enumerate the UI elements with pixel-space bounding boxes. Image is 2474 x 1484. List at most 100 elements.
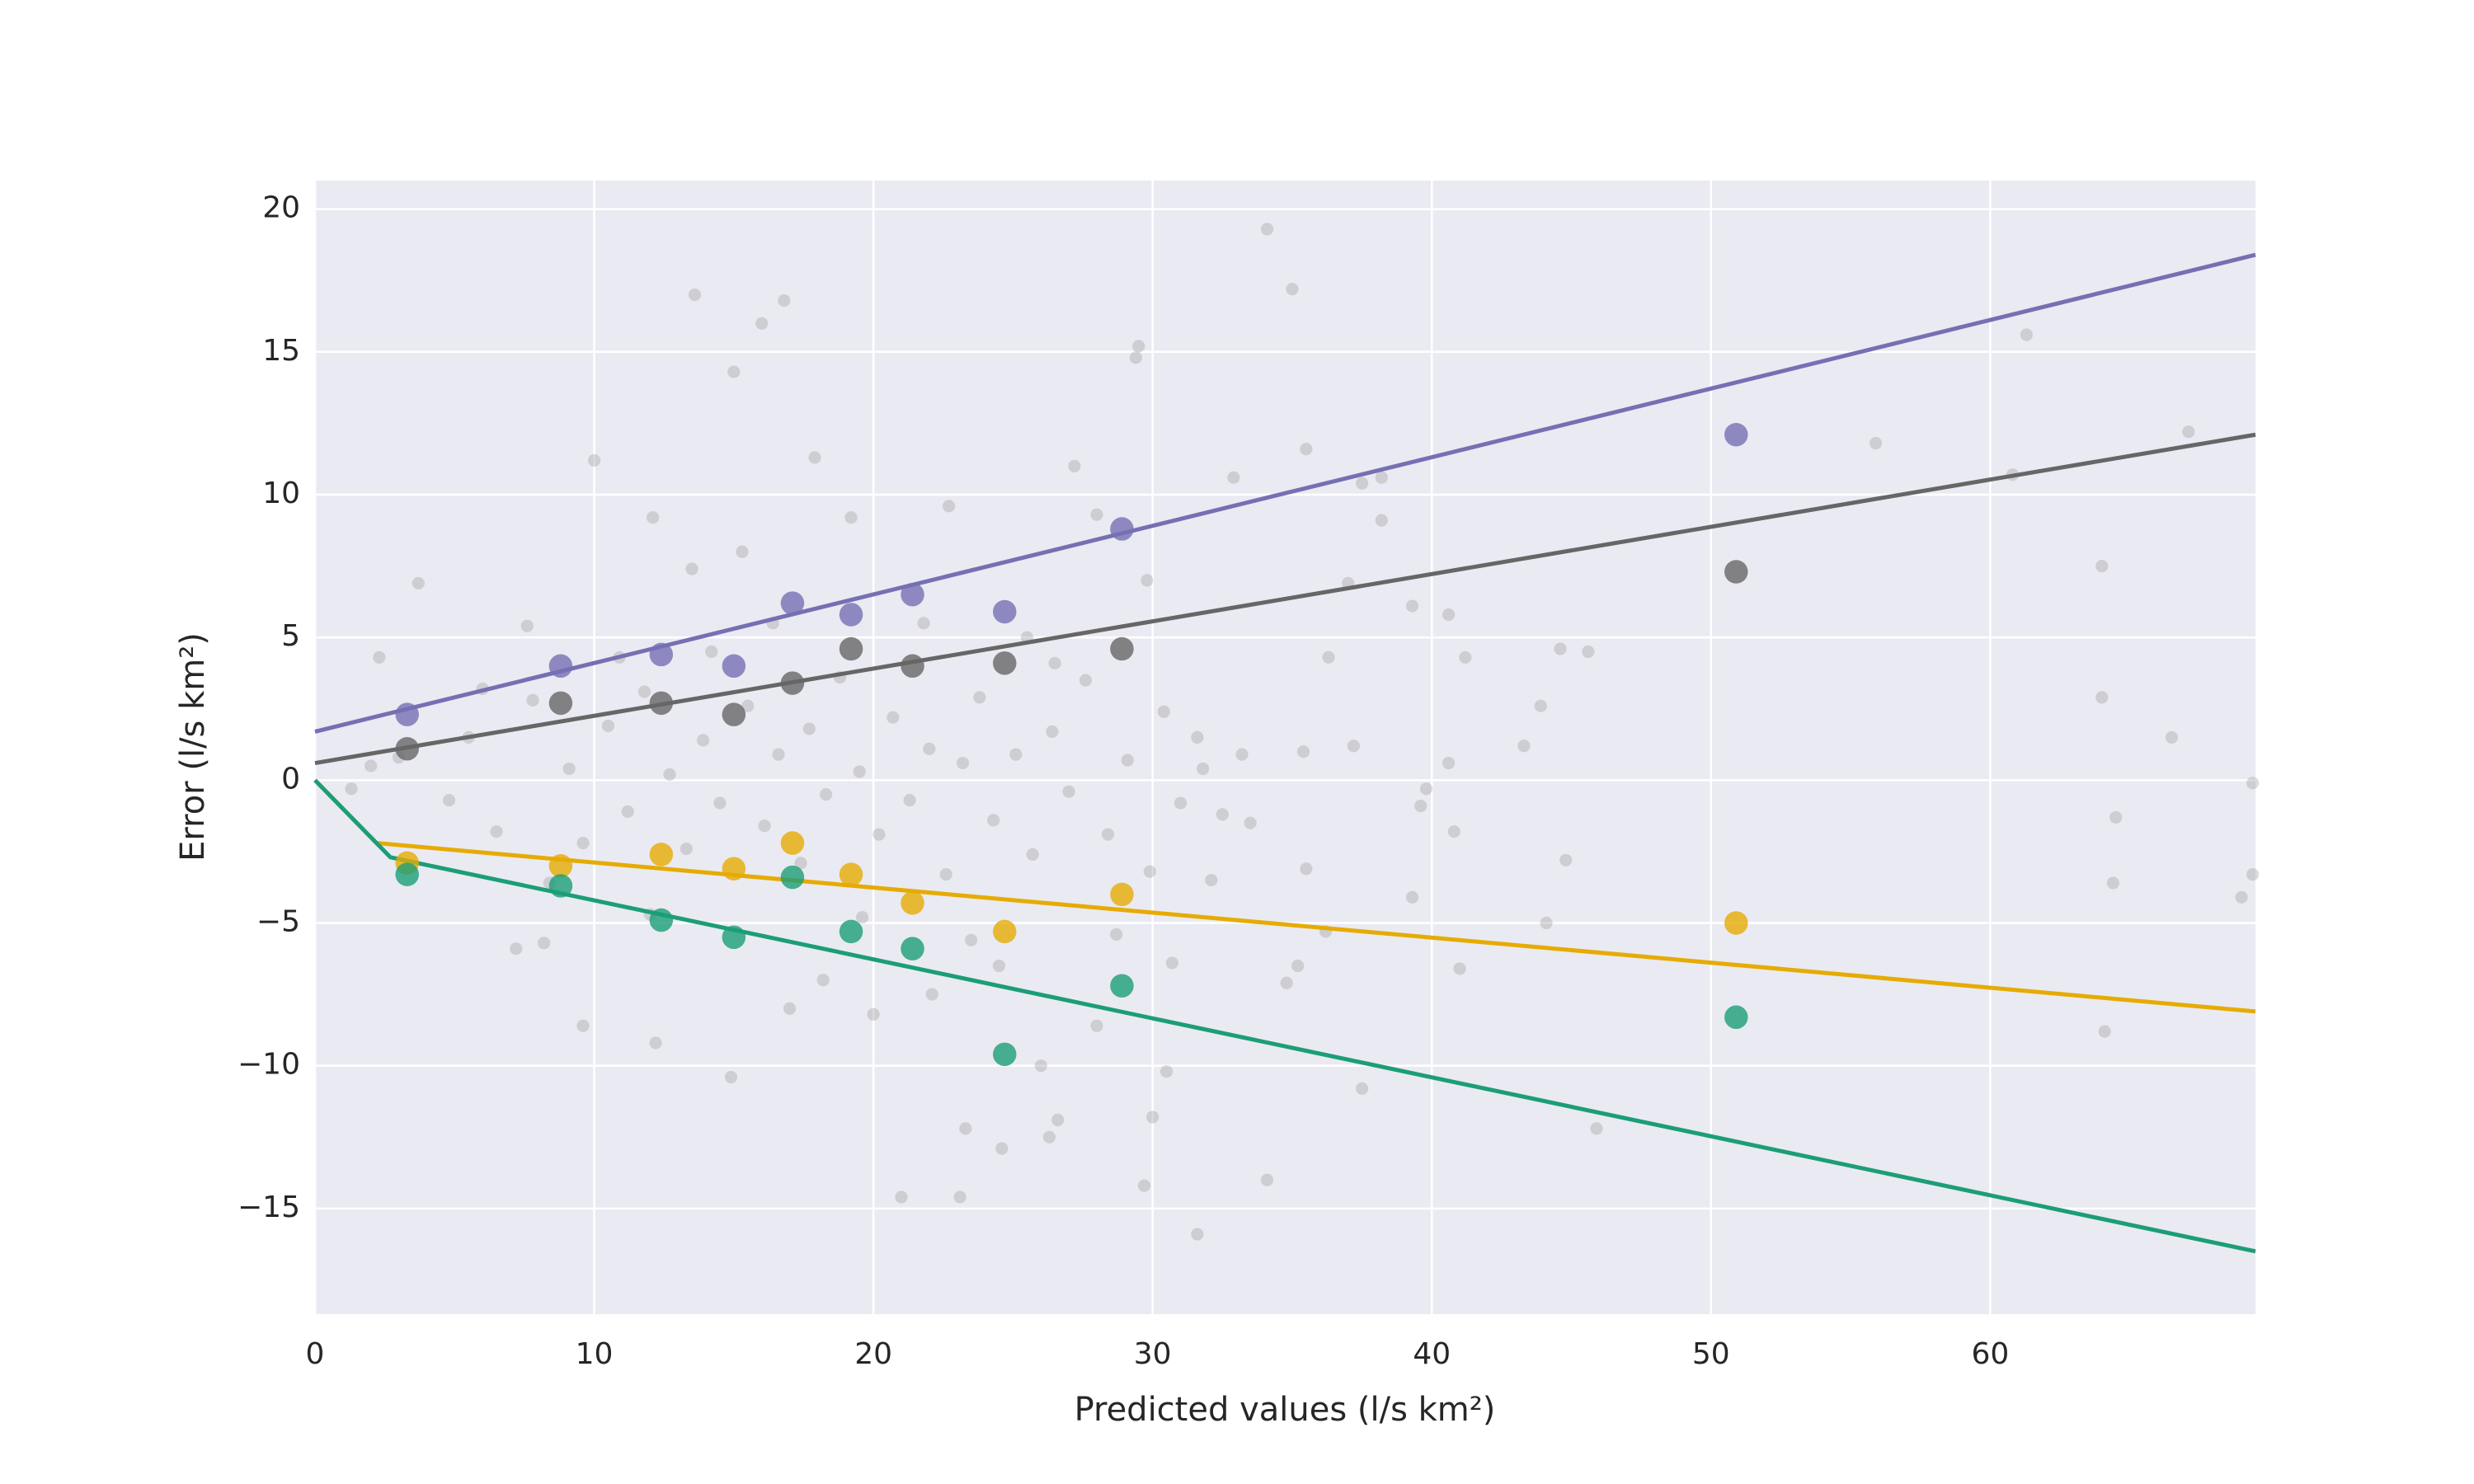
- point: [956, 756, 970, 770]
- point: [649, 908, 674, 932]
- point: [637, 685, 651, 698]
- point: [1300, 442, 1313, 456]
- point: [839, 919, 863, 944]
- point: [1132, 340, 1145, 353]
- point: [1419, 782, 1433, 796]
- point: [1101, 828, 1115, 841]
- point: [510, 942, 523, 956]
- point: [520, 619, 534, 632]
- point: [925, 988, 938, 1001]
- point: [1375, 471, 1388, 484]
- point: [808, 451, 821, 464]
- point: [1356, 1082, 1369, 1095]
- point: [1453, 962, 1466, 975]
- y-tick-label: 15: [262, 334, 300, 368]
- point: [2246, 777, 2260, 790]
- point: [705, 645, 718, 659]
- point: [901, 582, 924, 607]
- point: [736, 545, 749, 558]
- point: [1300, 862, 1313, 876]
- point: [1356, 477, 1369, 490]
- point: [587, 453, 601, 467]
- point: [345, 782, 358, 796]
- point: [663, 768, 676, 782]
- point: [1244, 816, 1257, 829]
- point: [973, 691, 986, 704]
- point: [1009, 748, 1023, 761]
- point: [1375, 514, 1388, 527]
- point: [1724, 560, 1748, 584]
- y-tick-label: −10: [238, 1048, 300, 1082]
- point: [816, 974, 830, 987]
- y-tick-label: −15: [238, 1190, 300, 1224]
- point: [1090, 1019, 1103, 1032]
- point: [576, 836, 590, 850]
- point: [1160, 1065, 1174, 1078]
- point: [1146, 1111, 1159, 1124]
- point: [1191, 1228, 1204, 1241]
- point: [1724, 1005, 1748, 1030]
- point: [1286, 283, 1299, 296]
- point: [987, 814, 1000, 827]
- point: [1724, 422, 1748, 447]
- point: [780, 591, 805, 615]
- point: [1174, 796, 1188, 810]
- point: [1048, 656, 1061, 669]
- point: [1442, 756, 1456, 770]
- point: [903, 793, 916, 807]
- point: [562, 762, 576, 776]
- point: [867, 1007, 880, 1021]
- y-tick-label: 10: [262, 477, 300, 510]
- point: [1405, 599, 1419, 613]
- point: [1143, 865, 1156, 878]
- point: [1590, 1122, 1603, 1135]
- point: [1459, 650, 1472, 665]
- point: [697, 734, 710, 747]
- point: [1216, 808, 1229, 821]
- y-axis-label: Error (l/s km²): [174, 632, 212, 862]
- point: [1559, 853, 1573, 866]
- point: [395, 862, 419, 886]
- point: [741, 699, 755, 712]
- x-tick-label: 50: [1692, 1337, 1730, 1371]
- y-tick-label: 0: [281, 762, 300, 796]
- point: [713, 796, 727, 810]
- point: [548, 874, 573, 898]
- point: [526, 693, 539, 707]
- point: [755, 317, 769, 330]
- point: [1197, 762, 1210, 776]
- point: [778, 294, 791, 308]
- point: [1110, 928, 1123, 941]
- point: [844, 511, 858, 524]
- point: [1110, 636, 1134, 661]
- point: [2246, 868, 2260, 881]
- point: [855, 910, 869, 924]
- point: [895, 1190, 908, 1204]
- line: [314, 252, 2256, 734]
- point: [1157, 705, 1170, 718]
- point: [1347, 740, 1361, 753]
- point: [2098, 1025, 2111, 1038]
- point: [1205, 873, 1218, 887]
- point: [1034, 1059, 1047, 1073]
- point: [1191, 730, 1204, 744]
- point: [649, 642, 674, 667]
- point: [649, 1036, 662, 1050]
- point: [1062, 785, 1075, 798]
- point: [901, 654, 924, 679]
- point: [1068, 459, 1081, 472]
- point: [2020, 328, 2033, 341]
- point: [1110, 974, 1134, 998]
- point: [772, 748, 785, 761]
- x-axis-label: Predicted values (l/s km²): [1075, 1391, 1496, 1429]
- point: [917, 617, 930, 630]
- point: [548, 654, 573, 679]
- point: [1046, 725, 1059, 739]
- x-tick-label: 20: [854, 1337, 892, 1371]
- point: [649, 843, 674, 866]
- point: [1534, 699, 1547, 712]
- point: [819, 788, 833, 801]
- point: [780, 671, 805, 695]
- point: [839, 862, 863, 886]
